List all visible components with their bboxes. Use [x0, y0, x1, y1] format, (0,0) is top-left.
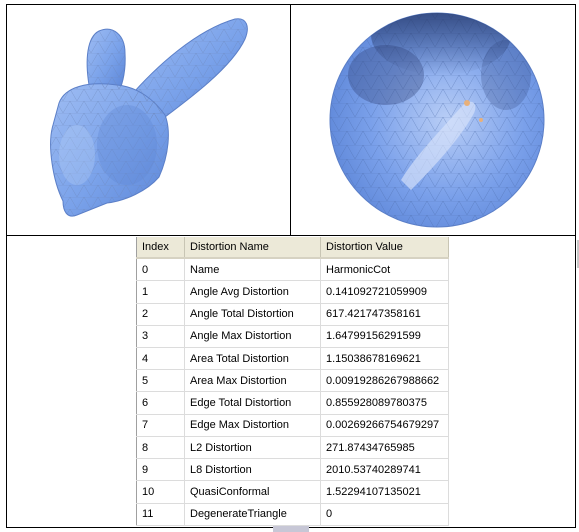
distortion-value: 0.141092721059909 [320, 280, 449, 304]
viewport-divider [290, 4, 291, 236]
table-row[interactable]: 1 Angle Avg Distortion 0.141092721059909 [136, 280, 449, 304]
distortion-value: 617.421747358161 [320, 303, 449, 326]
distortion-value: 2010.53740289741 [320, 458, 449, 482]
table-row[interactable]: 8 L2 Distortion 271.87434765985 [136, 436, 449, 460]
row-index: 3 [136, 325, 185, 348]
distortion-name: DegenerateTriangle [184, 503, 321, 527]
bunny-mesh-model [50, 18, 248, 217]
row-index: 10 [136, 480, 185, 504]
scrollbar-fragment [577, 240, 579, 268]
mesh-3d-viewport[interactable] [7, 5, 290, 235]
column-header-distortion-value[interactable]: Distortion Value [320, 237, 449, 259]
row-index: 7 [136, 414, 185, 437]
table-row[interactable]: 3 Angle Max Distortion 1.64799156291599 [136, 325, 449, 348]
column-header-distortion-name[interactable]: Distortion Name [184, 237, 321, 259]
distortion-name: Edge Total Distortion [184, 391, 321, 415]
view-table-divider [6, 235, 576, 236]
horizontal-scrollbar-thumb[interactable] [273, 526, 309, 532]
distortion-value: HarmonicCot [320, 258, 449, 282]
table-row[interactable]: 7 Edge Max Distortion 0.00269266754679297 [136, 414, 449, 437]
distortion-name: Area Max Distortion [184, 369, 321, 393]
distortion-value: 0.00919286267988662 [320, 369, 449, 393]
distortion-name: Edge Max Distortion [184, 414, 321, 437]
distortion-name: Angle Avg Distortion [184, 280, 321, 304]
distortion-name: L2 Distortion [184, 436, 321, 460]
parameterization-viewport[interactable] [291, 5, 575, 235]
distortion-name: Angle Total Distortion [184, 303, 321, 326]
table-row[interactable]: 2 Angle Total Distortion 617.421747358161 [136, 303, 449, 326]
row-index: 1 [136, 280, 185, 304]
table-row[interactable]: 10 QuasiConformal 1.52294107135021 [136, 480, 449, 504]
row-index: 8 [136, 436, 185, 460]
distortion-table: Index Distortion Name Distortion Value 0… [136, 237, 449, 527]
row-index: 9 [136, 458, 185, 482]
distortion-value: 271.87434765985 [320, 436, 449, 460]
distortion-value: 0.855928089780375 [320, 391, 449, 415]
distortion-name: Name [184, 258, 321, 282]
parameterized-disk [329, 12, 545, 228]
distortion-name: Area Total Distortion [184, 347, 321, 371]
table-header-row: Index Distortion Name Distortion Value [136, 237, 449, 259]
table-row[interactable]: 4 Area Total Distortion 1.15038678169621 [136, 347, 449, 371]
column-header-index[interactable]: Index [136, 237, 185, 259]
distortion-name: QuasiConformal [184, 480, 321, 504]
distortion-name: Angle Max Distortion [184, 325, 321, 348]
table-row[interactable]: 11 DegenerateTriangle 0 [136, 503, 449, 527]
distortion-value: 0 [320, 503, 449, 527]
table-row[interactable]: 9 L8 Distortion 2010.53740289741 [136, 458, 449, 482]
table-row[interactable]: 5 Area Max Distortion 0.00919286267988662 [136, 369, 449, 393]
row-index: 4 [136, 347, 185, 371]
row-index: 2 [136, 303, 185, 326]
distortion-name: L8 Distortion [184, 458, 321, 482]
distortion-value: 0.00269266754679297 [320, 414, 449, 437]
distortion-value: 1.52294107135021 [320, 480, 449, 504]
distortion-value: 1.15038678169621 [320, 347, 449, 371]
distortion-value: 1.64799156291599 [320, 325, 449, 348]
row-index: 6 [136, 391, 185, 415]
table-row[interactable]: 6 Edge Total Distortion 0.855928089780375 [136, 391, 449, 415]
row-index: 5 [136, 369, 185, 393]
table-row[interactable]: 0 Name HarmonicCot [136, 258, 449, 282]
row-index: 11 [136, 503, 185, 527]
row-index: 0 [136, 258, 185, 282]
